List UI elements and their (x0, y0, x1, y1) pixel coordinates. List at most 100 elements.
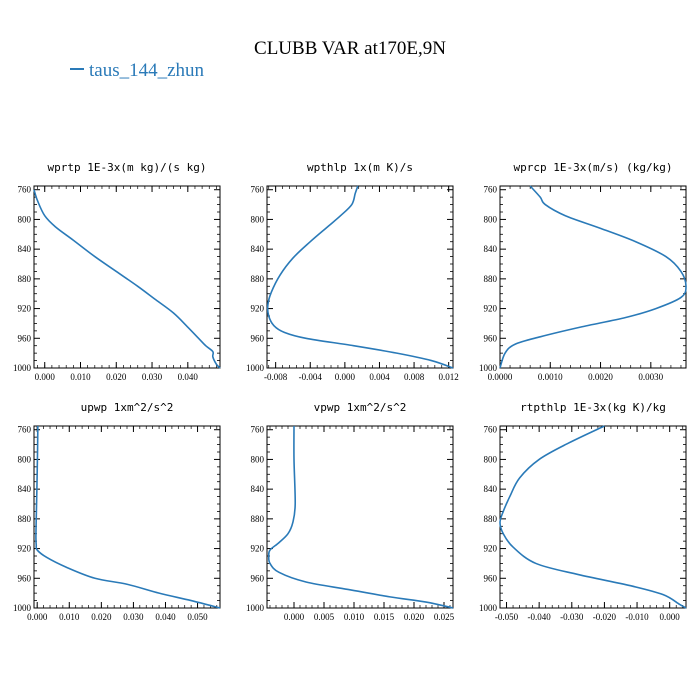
profile-line (499, 185, 687, 369)
x-tick-label: -0.008 (264, 372, 288, 382)
y-tick-label: 920 (18, 544, 32, 554)
y-tick-label: 760 (484, 185, 498, 195)
y-tick-label: 960 (18, 333, 32, 343)
x-tick-label: 0.040 (155, 612, 176, 622)
y-tick-label: 960 (251, 333, 265, 343)
y-tick-label: 880 (251, 274, 265, 284)
y-tick-label: 760 (18, 425, 32, 435)
x-tick-label: 0.000 (660, 612, 681, 622)
y-tick-label: 760 (251, 185, 265, 195)
x-tick-label: 0.010 (70, 372, 91, 382)
plot-frame (266, 425, 454, 609)
profile-line (35, 425, 221, 609)
figure-title: CLUBB VAR at170E,9N (254, 38, 446, 59)
panel-title: wprcp 1E-3x(m/s) (kg/kg) (514, 161, 673, 174)
y-tick-label: 920 (18, 304, 32, 314)
y-tick-label: 840 (251, 484, 265, 494)
x-tick-label: 0.030 (142, 372, 163, 382)
y-tick-label: 800 (18, 214, 32, 224)
x-tick-label: 0.0030 (638, 372, 663, 382)
x-tick-label: -0.010 (625, 612, 649, 622)
x-tick-label: 0.030 (123, 612, 144, 622)
x-tick-label: 0.0020 (588, 372, 613, 382)
y-tick-label: 1000 (246, 603, 265, 613)
y-tick-label: 1000 (246, 363, 265, 373)
x-tick-label: 0.0000 (488, 372, 513, 382)
x-tick-label: 0.005 (314, 612, 335, 622)
x-tick-label: 0.020 (106, 372, 127, 382)
profile-line (267, 425, 454, 609)
panel-3: wprcp 1E-3x(m/s) (kg/kg) 760 800 840 880 920 9… (479, 161, 687, 382)
panel-title: vpwp 1xm^2/s^2 (314, 401, 407, 414)
y-tick-label: 840 (18, 484, 32, 494)
x-tick-label: 0.000 (27, 612, 48, 622)
y-tick-label: 800 (251, 454, 265, 464)
panels-group: wprtp 1E-3x(m kg)/(s kg) 760 800 840 880 920 9… (13, 161, 687, 622)
panel-title: upwp 1xm^2/s^2 (81, 401, 174, 414)
y-tick-label: 1000 (479, 363, 498, 373)
legend-label: taus_144_zhun (89, 60, 205, 81)
y-tick-label: 760 (484, 425, 498, 435)
x-tick-label: 0.004 (369, 372, 390, 382)
y-tick-label: 800 (251, 214, 265, 224)
y-tick-label: 840 (484, 244, 498, 254)
y-tick-label: 840 (251, 244, 265, 254)
x-tick-label: 0.020 (404, 612, 425, 622)
y-tick-label: 760 (251, 425, 265, 435)
x-tick-label: -0.050 (495, 612, 519, 622)
x-tick-label: -0.040 (528, 612, 552, 622)
y-tick-label: 880 (18, 274, 32, 284)
y-tick-label: 840 (484, 484, 498, 494)
panel-5: vpwp 1xm^2/s^2 760 800 840 880 920 960 1000 0.00… (246, 401, 455, 622)
y-tick-label: 920 (484, 544, 498, 554)
y-tick-label: 960 (251, 573, 265, 583)
y-tick-label: 880 (18, 514, 32, 524)
panel-title: wpthlp 1x(m K)/s (307, 161, 413, 174)
panel-1: wprtp 1E-3x(m kg)/(s kg) 760 800 840 880 920 9… (13, 161, 221, 382)
x-tick-label: 0.000 (335, 372, 356, 382)
x-tick-label: 0.010 (344, 612, 365, 622)
y-tick-label: 800 (484, 454, 498, 464)
y-tick-label: 960 (484, 333, 498, 343)
y-tick-label: 920 (251, 544, 265, 554)
x-tick-label: 0.015 (374, 612, 395, 622)
y-tick-label: 920 (484, 304, 498, 314)
profile-line (499, 425, 687, 609)
x-tick-label: 0.012 (439, 372, 459, 382)
plot-frame (499, 185, 687, 369)
y-tick-label: 1000 (13, 363, 32, 373)
y-tick-label: 880 (251, 514, 265, 524)
x-tick-label: 0.020 (91, 612, 112, 622)
panel-4: upwp 1xm^2/s^2 760 800 840 880 920 960 10000.00… (13, 401, 221, 622)
x-tick-label: 0.000 (284, 612, 305, 622)
plot-frame (33, 425, 221, 609)
plot-frame (33, 185, 221, 369)
panel-title: wprtp 1E-3x(m kg)/(s kg) (48, 161, 207, 174)
figure-legend: taus_144_zhun (70, 60, 205, 81)
x-tick-label: -0.020 (593, 612, 617, 622)
plot-frame (499, 425, 687, 609)
y-tick-label: 920 (251, 304, 265, 314)
y-tick-label: 1000 (479, 603, 498, 613)
x-tick-label: -0.004 (299, 372, 323, 382)
y-tick-label: 760 (18, 185, 32, 195)
y-tick-label: 880 (484, 514, 498, 524)
x-tick-label: 0.050 (187, 612, 208, 622)
y-tick-label: 800 (18, 454, 32, 464)
x-tick-label: -0.030 (560, 612, 584, 622)
panel-2: wpthlp 1x(m K)/s7608008408809209601000-0… (246, 161, 459, 382)
x-tick-label: 0.025 (434, 612, 455, 622)
panel-6: rtpthlp 1E-3x(kg K)/kg 760 800 840 880 920 960… (479, 401, 687, 622)
x-tick-label: 0.010 (59, 612, 80, 622)
y-tick-label: 880 (484, 274, 498, 284)
x-tick-label: 0.040 (178, 372, 199, 382)
profile-line (266, 185, 454, 369)
panel-title: rtpthlp 1E-3x(kg K)/kg (520, 401, 666, 414)
profile-line (33, 189, 221, 369)
x-tick-label: 0.0010 (538, 372, 563, 382)
y-tick-label: 800 (484, 214, 498, 224)
y-tick-label: 960 (484, 573, 498, 583)
x-tick-label: 0.008 (404, 372, 425, 382)
plot-frame (266, 185, 454, 369)
